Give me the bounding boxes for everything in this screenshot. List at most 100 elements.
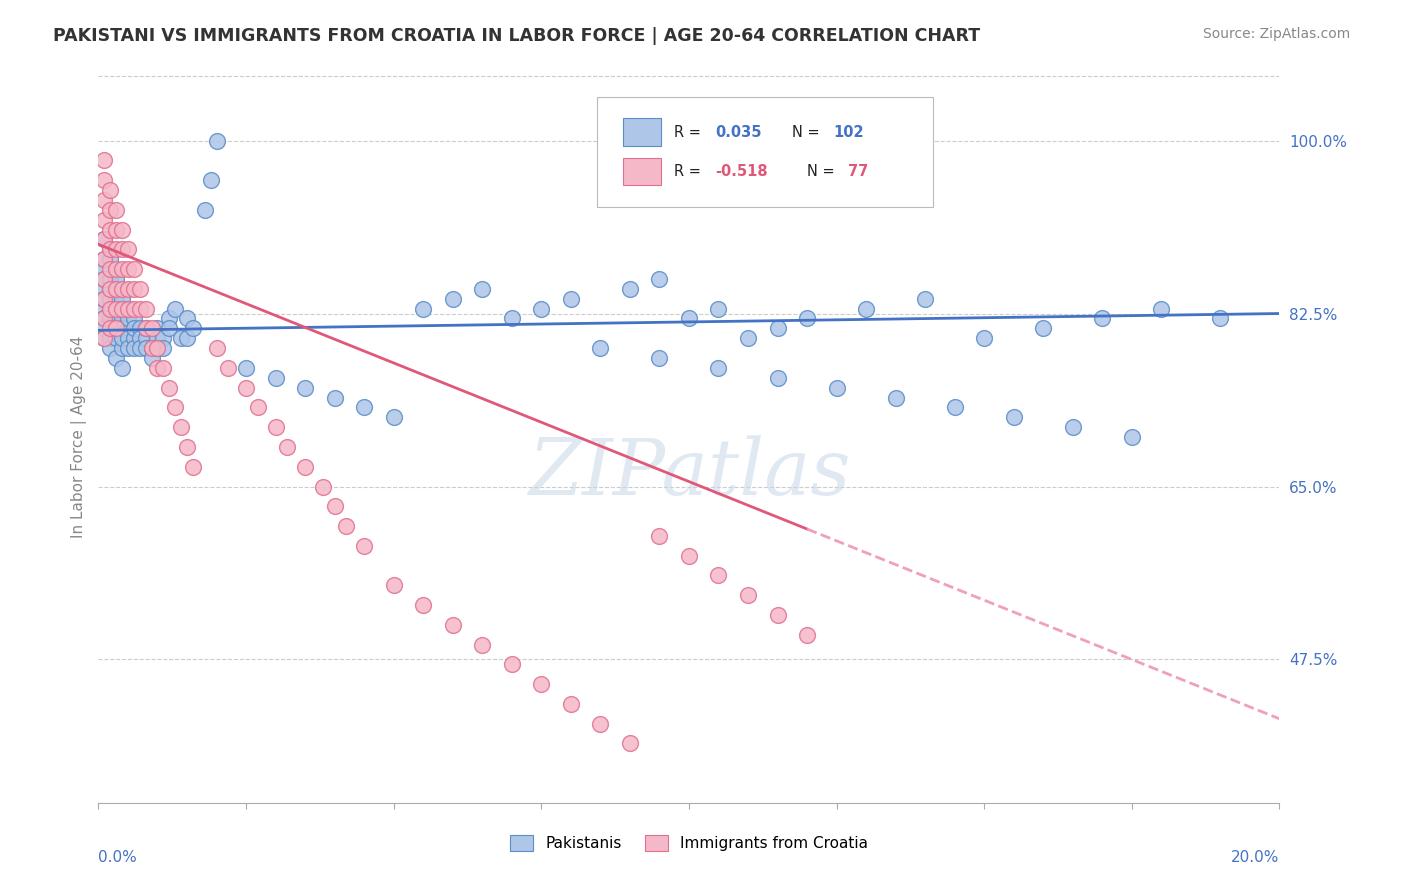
Point [122, 311, 145, 326]
FancyBboxPatch shape [596, 97, 934, 207]
Point [93, 301, 115, 316]
Point [117, 341, 139, 355]
Point [973, 331, 995, 345]
Point [105, 321, 128, 335]
Point [98, 301, 121, 316]
Text: 102: 102 [832, 125, 863, 139]
Point [176, 311, 198, 326]
Point [117, 321, 139, 335]
Point [412, 301, 434, 316]
Point [165, 401, 187, 415]
Point [93, 232, 115, 246]
Point [93, 232, 115, 246]
Point [111, 222, 134, 236]
Point [105, 301, 128, 316]
Point [93, 292, 115, 306]
Point [141, 341, 163, 355]
Point [1032, 321, 1054, 335]
Text: ZIPatlas: ZIPatlas [527, 435, 851, 512]
Point [335, 519, 357, 533]
Point [105, 282, 128, 296]
Point [111, 282, 134, 296]
Point [93, 311, 115, 326]
Point [122, 331, 145, 345]
Point [98, 282, 121, 296]
Point [157, 311, 180, 326]
Point [122, 282, 145, 296]
Point [98, 202, 121, 217]
Point [105, 262, 128, 277]
Point [766, 607, 789, 622]
Text: R =: R = [673, 164, 704, 179]
Point [884, 391, 907, 405]
Point [98, 242, 121, 256]
Point [98, 272, 121, 286]
Point [98, 301, 121, 316]
Point [323, 391, 346, 405]
Point [648, 272, 671, 286]
Point [135, 321, 157, 335]
Point [170, 331, 193, 345]
Point [117, 282, 139, 296]
Point [105, 292, 128, 306]
Point [111, 301, 134, 316]
Point [122, 262, 145, 277]
Point [914, 292, 936, 306]
Point [93, 252, 115, 267]
Point [441, 618, 464, 632]
Point [235, 360, 257, 375]
Point [560, 292, 582, 306]
Point [246, 401, 269, 415]
Point [93, 321, 115, 335]
Point [707, 301, 730, 316]
Point [146, 331, 169, 345]
Point [93, 272, 115, 286]
Point [135, 331, 157, 345]
Point [105, 351, 128, 365]
Point [471, 282, 494, 296]
Point [501, 657, 523, 672]
Point [146, 341, 169, 355]
Point [135, 341, 157, 355]
Point [589, 716, 612, 731]
Point [323, 500, 346, 514]
Point [796, 311, 818, 326]
Point [111, 360, 134, 375]
Point [707, 568, 730, 582]
FancyBboxPatch shape [623, 118, 661, 146]
Point [111, 321, 134, 335]
Point [93, 153, 115, 168]
Point [93, 252, 115, 267]
Point [98, 222, 121, 236]
Point [128, 321, 150, 335]
Point [122, 341, 145, 355]
Point [93, 212, 115, 227]
Y-axis label: In Labor Force | Age 20-64: In Labor Force | Age 20-64 [72, 336, 87, 538]
Point [122, 321, 145, 335]
Point [176, 440, 198, 454]
FancyBboxPatch shape [623, 158, 661, 186]
Point [152, 331, 174, 345]
Text: N =: N = [792, 125, 824, 139]
Text: 77: 77 [848, 164, 869, 179]
Point [737, 331, 759, 345]
Point [117, 301, 139, 316]
Point [135, 321, 157, 335]
Point [111, 311, 134, 326]
Point [98, 183, 121, 197]
Point [1002, 410, 1025, 425]
Point [619, 737, 641, 751]
Point [111, 292, 134, 306]
Point [93, 272, 115, 286]
Point [98, 331, 121, 345]
Point [589, 341, 612, 355]
Point [217, 360, 239, 375]
Point [678, 311, 700, 326]
Point [98, 262, 121, 277]
Point [648, 529, 671, 543]
Point [146, 341, 169, 355]
Point [200, 173, 222, 187]
Point [122, 301, 145, 316]
Text: -0.518: -0.518 [714, 164, 768, 179]
Point [146, 321, 169, 335]
